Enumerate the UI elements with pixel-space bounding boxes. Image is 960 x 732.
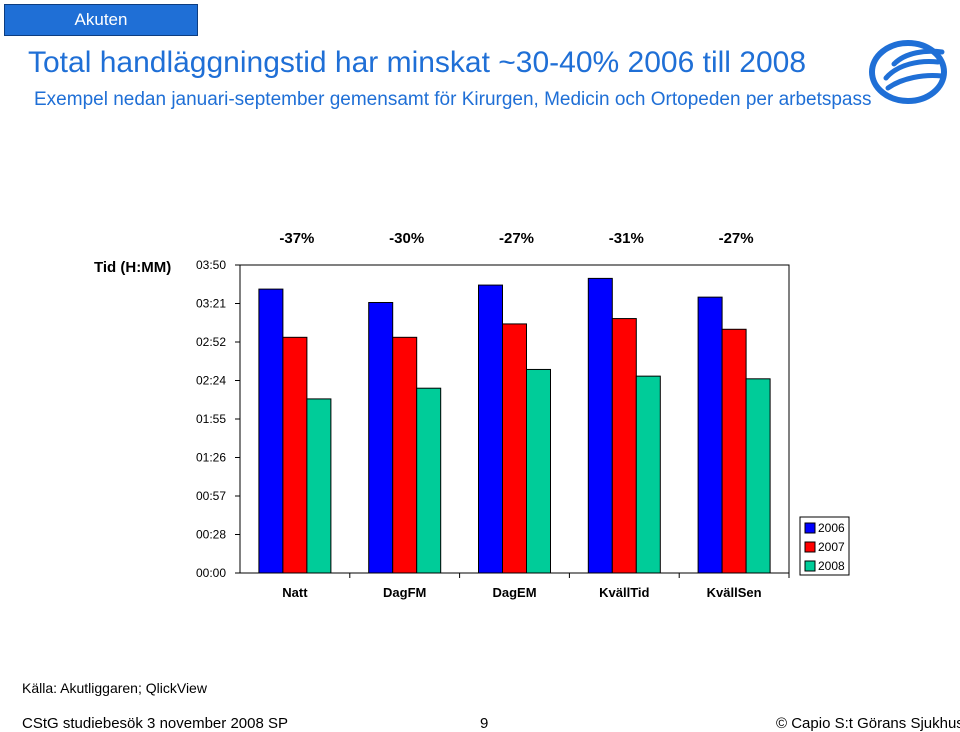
- y-tick-label: 00:57: [196, 489, 226, 503]
- change-label: -31%: [609, 230, 644, 247]
- legend: 2006 2007 2008: [799, 516, 850, 576]
- bar-2008-dagfm: [416, 387, 442, 574]
- akuten-tab: Akuten: [4, 4, 198, 36]
- bar-2008-dagem: [526, 368, 551, 574]
- y-tick-label: 03:21: [196, 297, 226, 311]
- legend-swatch-2006: [804, 522, 816, 534]
- y-tick-label: 00:00: [196, 566, 226, 580]
- y-axis-label: Tid (H:MM): [94, 259, 171, 276]
- hand-logo-icon: [869, 40, 947, 104]
- bar-2006-kvällsen: [697, 296, 723, 574]
- slide-subtitle: Exempel nedan januari-september gemensam…: [34, 89, 872, 110]
- change-label: -30%: [389, 230, 424, 247]
- bar-2007-kvällsen: [721, 328, 747, 574]
- legend-label-2008: 2008: [818, 559, 845, 573]
- legend-swatch-2007: [804, 541, 816, 553]
- slide-title: Total handläggningstid har minskat ~30-4…: [28, 46, 807, 79]
- x-tick-label: DagFM: [383, 585, 426, 600]
- y-tick-label: 01:55: [196, 412, 226, 426]
- bar-2007-dagfm: [392, 336, 418, 574]
- bar-2008-kvällsen: [745, 378, 771, 574]
- bar-2008-kvälltid: [635, 375, 661, 574]
- x-tick-label: KvällTid: [599, 585, 649, 600]
- legend-label-2007: 2007: [818, 540, 845, 554]
- change-label: -37%: [279, 230, 314, 247]
- legend-label-2006: 2006: [818, 521, 845, 535]
- change-label: -27%: [719, 230, 754, 247]
- bar-2006-natt: [258, 288, 284, 574]
- x-tick-label: DagEM: [492, 585, 536, 600]
- y-tick-label: 02:52: [196, 335, 226, 349]
- bar-2007-kvälltid: [611, 318, 637, 574]
- y-tick-label: 00:28: [196, 528, 226, 542]
- bar-2006-dagfm: [368, 301, 394, 574]
- x-tick-label: KvällSen: [707, 585, 762, 600]
- source-note: Källa: Akutliggaren; QlickView: [22, 680, 207, 696]
- bar-2006-kvälltid: [587, 277, 613, 574]
- y-tick-label: 01:26: [196, 451, 226, 465]
- footer-copyright: © Capio S:t Görans Sjukhus: [776, 715, 960, 732]
- bar-2007-dagem: [502, 323, 527, 574]
- y-tick-label: 02:24: [196, 374, 226, 388]
- bar-2008-natt: [306, 398, 332, 574]
- legend-swatch-2008: [804, 560, 816, 572]
- change-label: -27%: [499, 230, 534, 247]
- x-tick-label: Natt: [282, 585, 308, 600]
- footer-left: CStG studiebesök 3 november 2008 SP: [22, 715, 288, 732]
- bar-2006-dagem: [478, 284, 503, 574]
- bar-2007-natt: [282, 336, 308, 574]
- y-tick-label: 03:50: [196, 258, 226, 272]
- page-number: 9: [480, 715, 489, 732]
